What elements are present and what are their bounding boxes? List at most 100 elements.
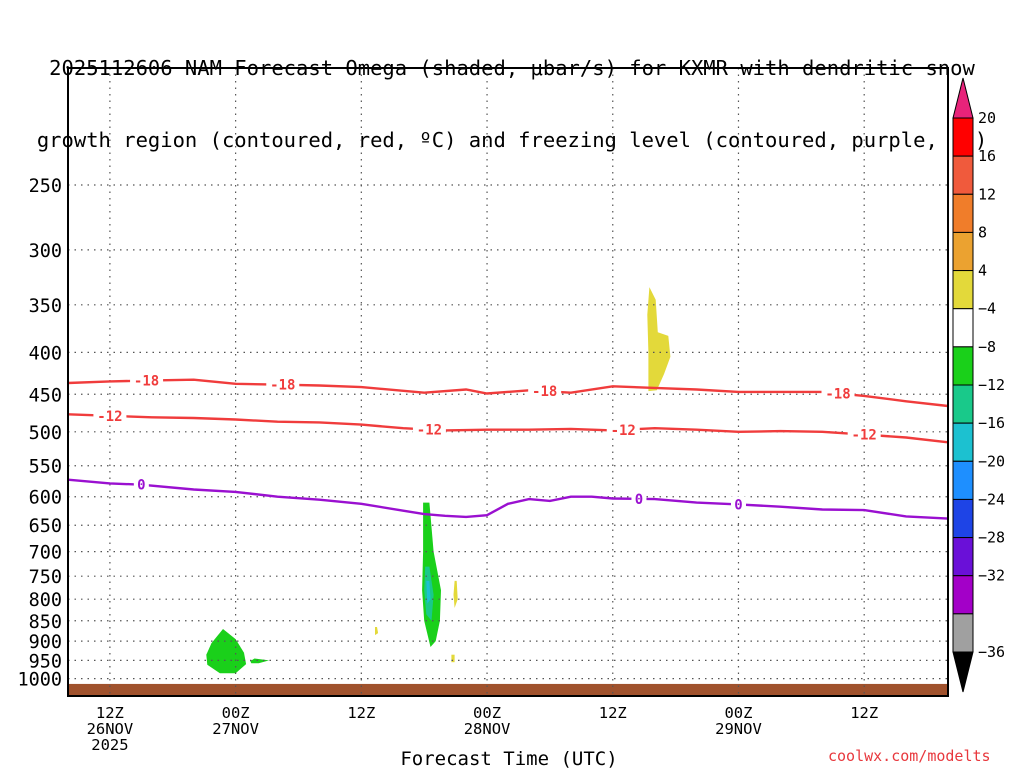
contour-label-0-0: -18 [134,374,159,390]
x-tick-label: 12Z [96,704,124,722]
colorbar-bin-1 [952,155,974,195]
contour-label-0-3: -18 [825,386,850,402]
chart-title-line2: growth region (contoured, red, ºC) and f… [36,128,988,152]
colorbar-label: −8 [978,338,996,356]
colorbar-label: −28 [978,529,1005,547]
x-tick-label: 2025 [91,736,128,754]
colorbar-bin-11 [952,537,974,577]
colorbar-label: 4 [978,262,987,280]
colorbar-label: −20 [978,452,1005,470]
colorbar-label: 12 [978,185,996,203]
omega-region-7 [375,627,379,636]
colorbar-label: −36 [978,643,1005,661]
y-axis: 2503003504004505005506006507007508008509… [17,176,62,691]
colorbar-bin-12 [952,575,974,615]
contour-label-bg-1-1 [412,421,446,438]
y-tick-label: 700 [29,543,62,564]
omega-region-1 [250,658,270,664]
y-tick-label: 350 [29,296,62,317]
contour-label-2-1: 0 [635,492,643,508]
colorbar-label: −24 [978,490,1005,508]
ground-surface [68,683,948,696]
colorbar-label: −4 [978,300,996,318]
y-tick-label: 850 [29,612,62,633]
y-tick-label: 750 [29,567,62,588]
contour-label-2-2: 0 [734,497,742,513]
colorbar-label: −12 [978,376,1005,394]
y-tick-label: 400 [29,343,62,364]
contour-label-bg-0-1 [266,376,300,393]
y-tick-label: 900 [29,632,62,653]
x-tick-label: 28NOV [464,720,511,738]
colorbar-bin-8 [952,422,974,462]
omega-region-4 [426,580,431,604]
colorbar-bottom-arrow [952,651,974,693]
contour-label-1-1: -12 [417,423,442,439]
ground-layer [68,683,948,696]
y-tick-label: 800 [29,590,62,611]
contour-label-bg-1-2 [606,421,640,438]
contour-label-bg-2-1 [631,490,647,507]
colorbar-label: −16 [978,414,1005,432]
x-tick-label: 00Z [724,704,752,722]
colorbar-bin-13 [952,613,974,653]
colorbar-bin-10 [952,498,974,539]
y-tick-label: 250 [29,176,62,197]
contour-label-1-2: -12 [611,423,636,439]
x-tick-label: 00Z [222,704,250,722]
contour-labels-layer: -18 -18 -18 -18 -12 -12 -12 -12 0 0 0 [93,372,881,513]
x-tick-label: 27NOV [212,720,259,738]
contour-label-bg-0-0 [130,372,164,389]
contour-label-bg-0-3 [821,385,855,402]
y-tick-label: 500 [29,423,62,444]
y-tick-label: 550 [29,457,62,478]
omega-region-8 [451,654,455,663]
colorbar-label: 16 [978,147,996,165]
colorbar-bin-4 [952,270,974,310]
omega-shading-layer [206,287,671,674]
grid-layer [68,68,948,696]
contour-line-0 [67,378,949,408]
contour-label-1-3: -12 [852,428,877,444]
colorbar-label: −32 [978,567,1005,585]
colorbar-bin-7 [952,384,974,424]
contour-label-2-0: 0 [137,478,145,494]
contour-label-bg-1-0 [93,407,127,424]
x-tick-label: 29NOV [715,720,762,738]
contour-label-bg-0-2 [528,383,562,400]
y-tick-label: 950 [29,651,62,672]
colorbar-bin-9 [952,460,974,500]
colorbar-label: 20 [978,109,996,127]
colorbar-bin-2 [952,193,974,233]
y-tick-label: 650 [29,516,62,537]
contour-label-0-1: -18 [270,378,295,394]
y-tick-label: 1000 [17,670,62,691]
colorbar-bin-5 [952,308,974,348]
x-tick-label: 00Z [473,704,501,722]
y-tick-label: 300 [29,241,62,262]
colorbar-label: 8 [978,223,987,241]
contour-layer [67,378,949,520]
x-tick-label: 12Z [599,704,627,722]
contour-label-bg-2-2 [730,496,746,513]
colorbar: 20 16 12 8 4 −4 −8 −12 −16 −20 −24 −28 −32 −36 [952,77,1005,693]
plot-frame [67,67,949,697]
x-axis-label: Forecast Time (UTC) [400,748,617,768]
omega-region-6 [453,580,458,608]
colorbar-bin-6 [952,346,974,386]
x-tick-label: 26NOV [87,720,134,738]
x-tick-label: 12Z [347,704,375,722]
contour-line-2 [67,478,949,520]
omega-region-5 [647,287,671,392]
colorbar-top-arrow [952,77,974,119]
contour-line-1 [67,413,949,444]
credit-text: coolwx.com/modelts [828,747,991,765]
contour-label-0-2: -18 [532,384,557,400]
y-tick-label: 450 [29,385,62,406]
contour-label-bg-1-3 [847,426,881,443]
y-tick-label: 600 [29,488,62,509]
omega-region-0 [206,629,247,674]
colorbar-bin-0 [952,117,974,157]
